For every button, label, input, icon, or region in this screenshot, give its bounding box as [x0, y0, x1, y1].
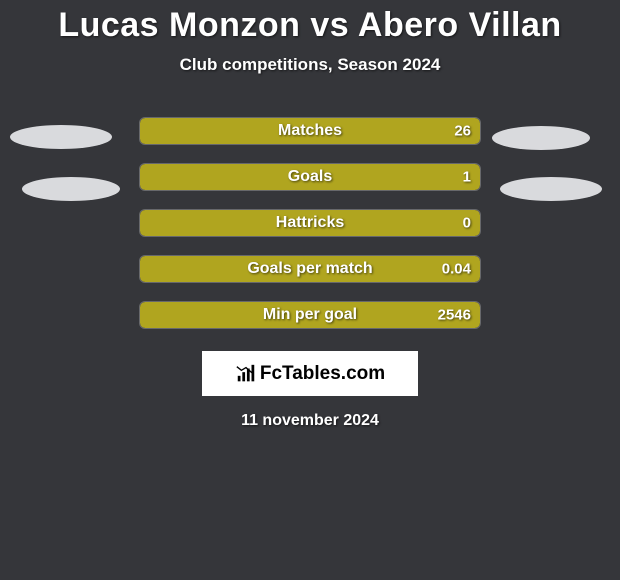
stat-bar: Matches 26	[139, 117, 481, 145]
date-line: 11 november 2024	[0, 412, 620, 430]
stats-card: Lucas Monzon vs Abero Villan Club compet…	[0, 0, 620, 580]
stat-bar: Goals 1	[139, 163, 481, 191]
bar-value: 1	[463, 169, 471, 186]
bar-chart-icon	[235, 363, 257, 385]
bar-label: Hattricks	[276, 214, 344, 232]
bar-label: Goals per match	[247, 260, 372, 278]
bar-value: 0.04	[442, 261, 471, 278]
stat-bar: Goals per match 0.04	[139, 255, 481, 283]
logo-text: FcTables.com	[260, 363, 385, 385]
bar-label: Matches	[278, 122, 342, 140]
stat-bar: Min per goal 2546	[139, 301, 481, 329]
logo: FcTables.com	[235, 363, 385, 385]
decorative-ellipse	[22, 177, 120, 201]
page-title: Lucas Monzon vs Abero Villan	[0, 6, 620, 45]
bar-value: 2546	[438, 307, 471, 324]
decorative-ellipse	[492, 126, 590, 150]
stat-bar: Hattricks 0	[139, 209, 481, 237]
subtitle: Club competitions, Season 2024	[0, 55, 620, 75]
bar-label: Min per goal	[263, 306, 357, 324]
decorative-ellipse	[500, 177, 602, 201]
bar-value: 26	[454, 123, 471, 140]
logo-box[interactable]: FcTables.com	[202, 351, 418, 396]
bar-value: 0	[463, 215, 471, 232]
decorative-ellipse	[10, 125, 112, 149]
bar-label: Goals	[288, 168, 332, 186]
